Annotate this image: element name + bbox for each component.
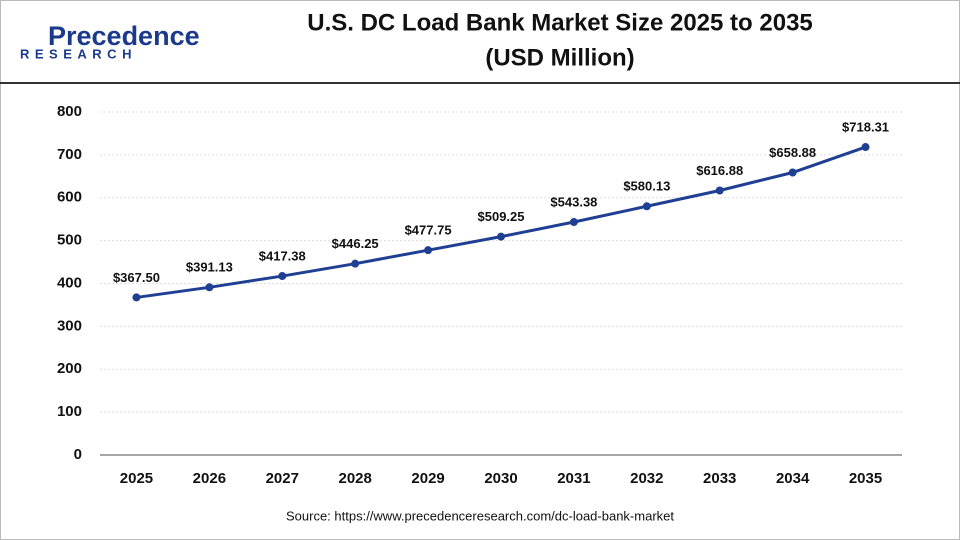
x-tick-label: 2029: [411, 470, 444, 487]
x-tick-label: 2030: [484, 470, 517, 487]
logo-name: Precedence: [48, 21, 200, 51]
y-tick-label: 800: [57, 103, 82, 120]
x-tick-label: 2025: [120, 470, 153, 487]
x-tick-label: 2028: [338, 470, 371, 487]
x-tick-label: 2031: [557, 470, 590, 487]
x-tick-label: 2027: [266, 470, 299, 487]
point: [205, 283, 214, 292]
value-label: $477.75: [405, 223, 452, 238]
value-label: $367.50: [113, 270, 160, 285]
logo-tagline: RESEARCH: [20, 46, 137, 61]
point: [278, 272, 287, 281]
y-tick-label: 700: [57, 146, 82, 163]
point: [642, 202, 651, 211]
point: [861, 143, 870, 152]
value-label: $509.25: [478, 209, 525, 224]
value-label: $658.88: [769, 145, 816, 160]
value-label: $543.38: [550, 194, 597, 209]
point: [424, 246, 433, 255]
point: [569, 218, 578, 227]
x-tick-label: 2032: [630, 470, 663, 487]
source: Source: https://www.precedenceresearch.c…: [286, 508, 674, 523]
y-tick-label: 400: [57, 274, 82, 291]
value-label: $446.25: [332, 236, 379, 251]
x-tick-label: 2026: [193, 470, 226, 487]
point: [132, 293, 141, 302]
y-tick-label: 600: [57, 189, 82, 206]
point: [788, 168, 797, 177]
point: [497, 232, 505, 241]
y-tick-label: 300: [57, 317, 82, 334]
chart-title: U.S. DC Load Bank Market Size 2025 to 20…: [307, 9, 813, 36]
point: [351, 259, 360, 268]
point: [715, 186, 724, 195]
y-tick-label: 100: [57, 403, 82, 420]
value-label: $718.31: [842, 119, 889, 134]
value-label: $616.88: [696, 163, 743, 178]
value-label: $391.13: [186, 260, 233, 275]
y-tick-label: 500: [57, 232, 82, 249]
x-tick-label: 2034: [776, 470, 810, 487]
x-tick-label: 2035: [849, 470, 882, 487]
x-tick-label: 2033: [703, 470, 736, 487]
chart-subtitle: (USD Million): [485, 44, 634, 71]
y-tick-label: 200: [57, 360, 82, 377]
y-tick-label: 0: [74, 446, 82, 463]
value-label: $580.13: [623, 179, 670, 194]
value-label: $417.38: [259, 248, 306, 263]
